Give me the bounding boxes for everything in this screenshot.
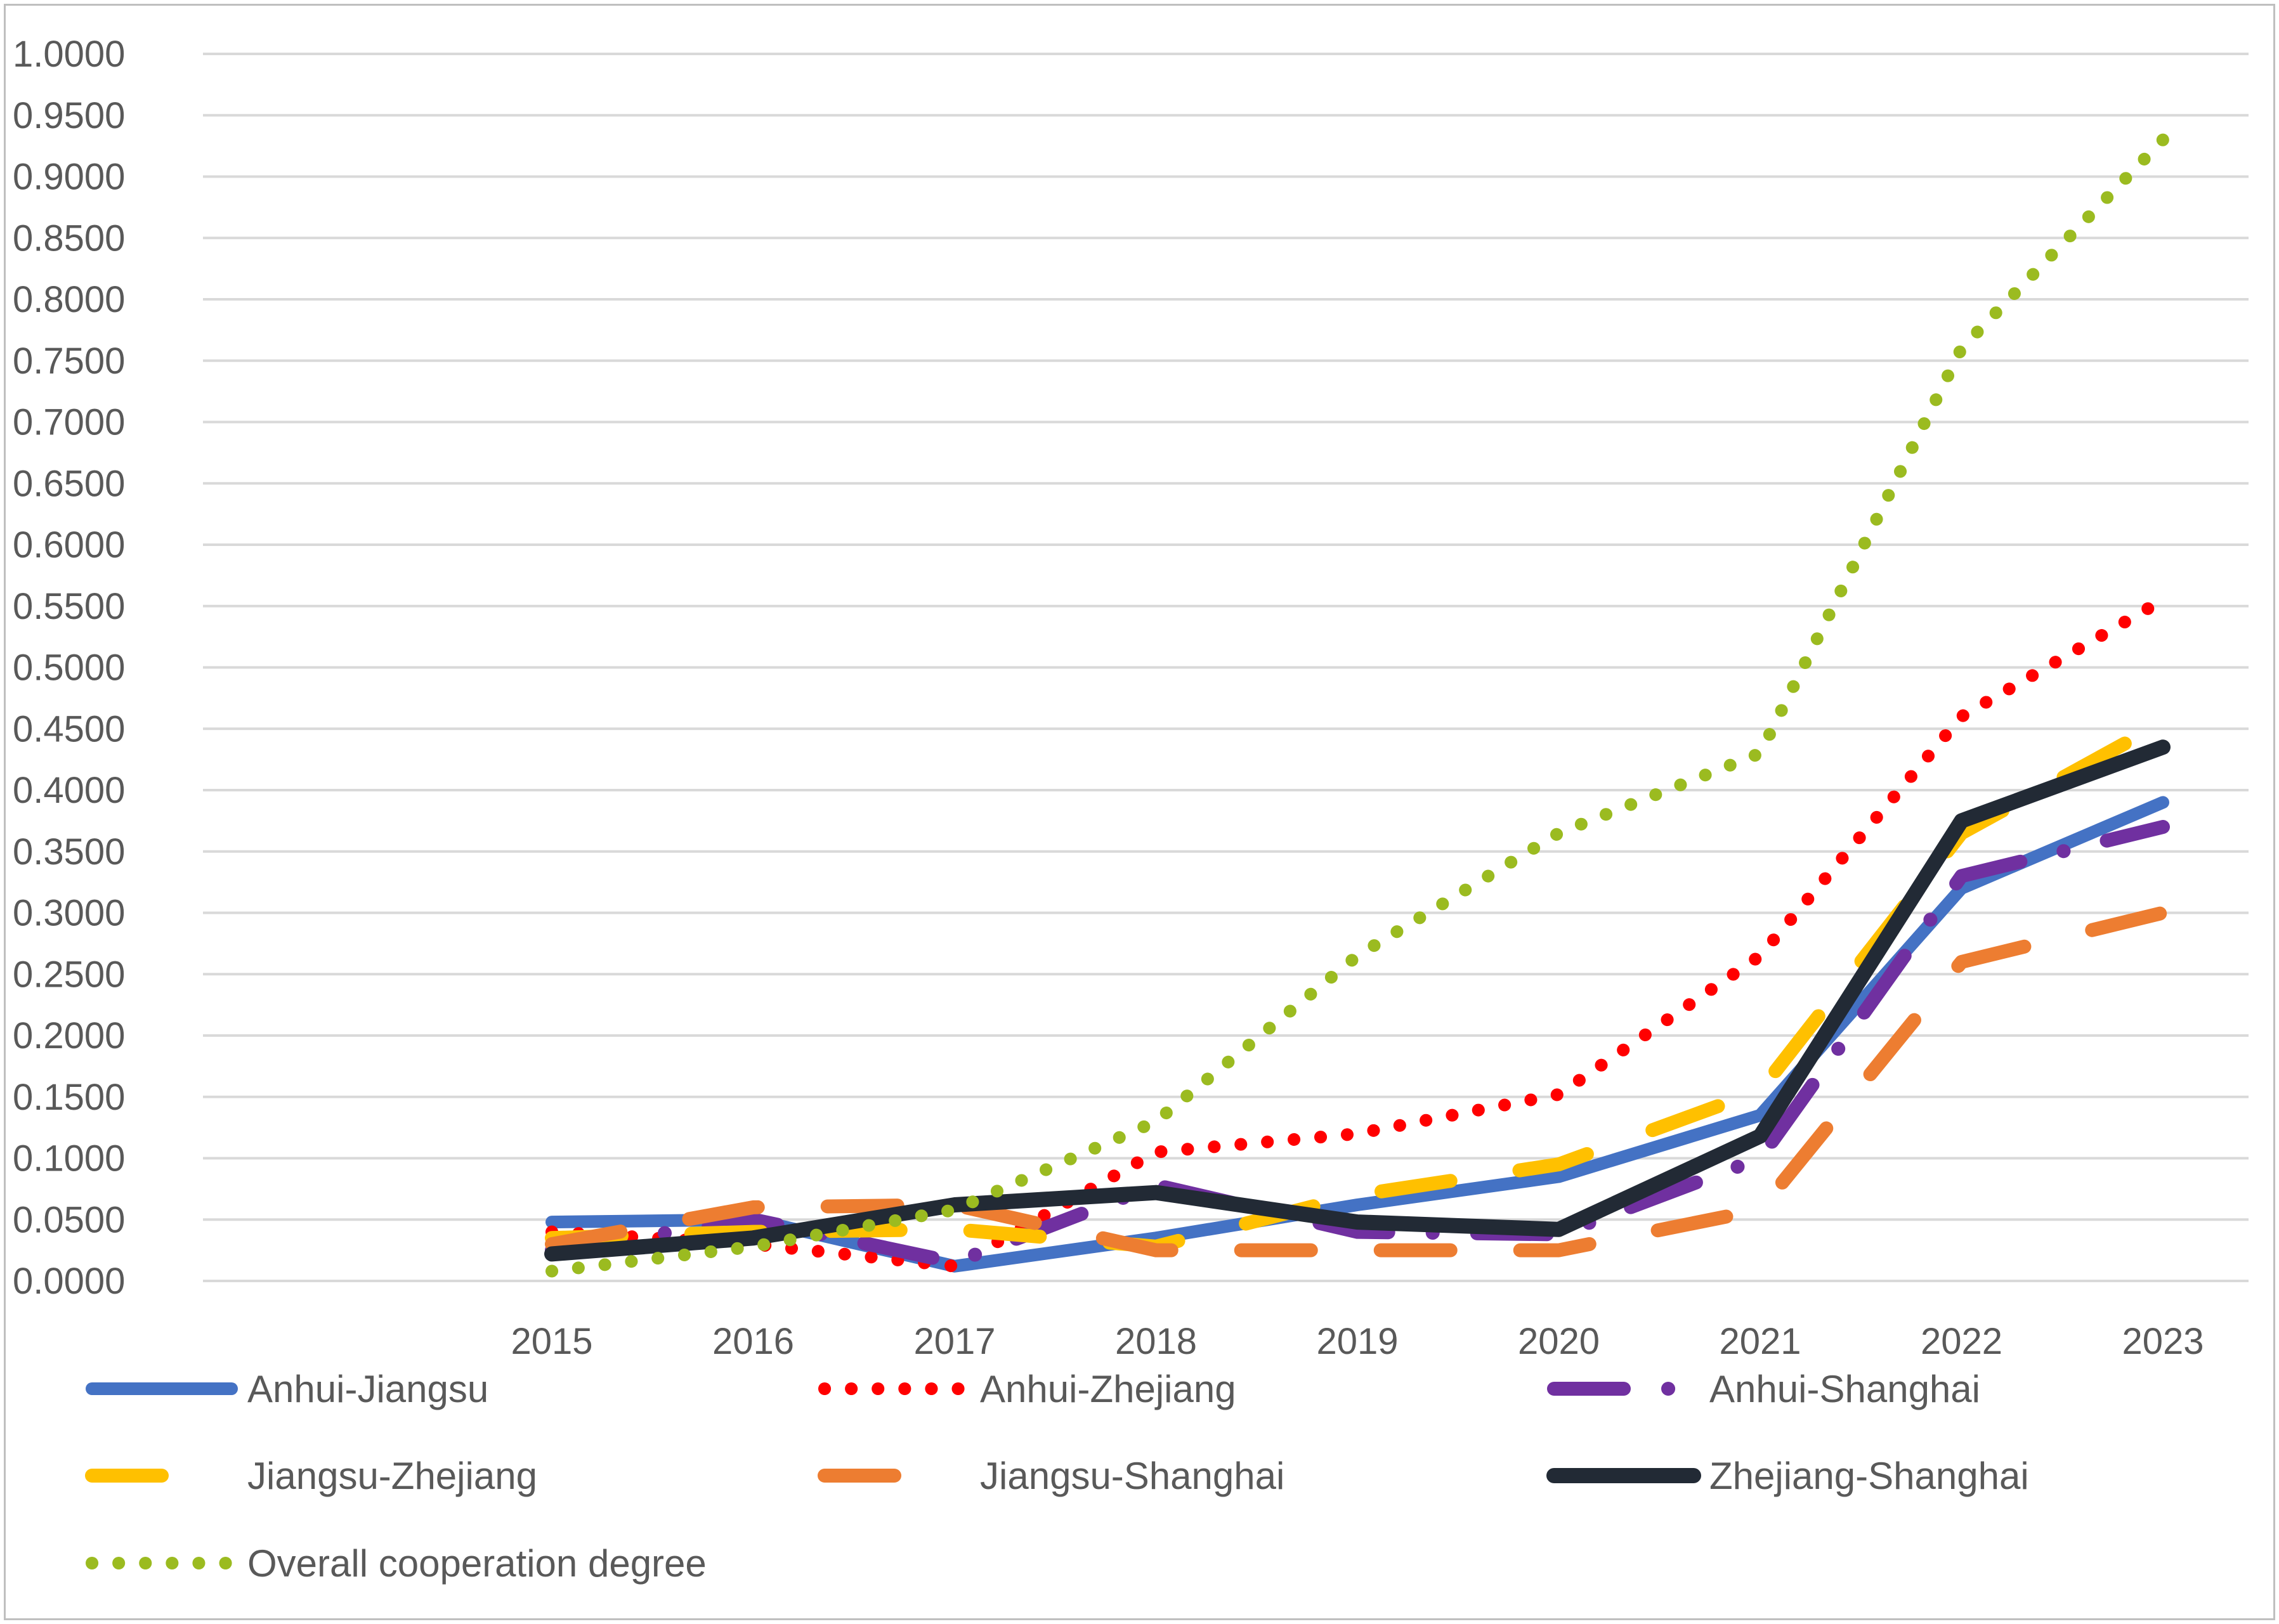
y-tick-label: 0.4000: [13, 770, 125, 811]
legend-item: Anhui-Zhejiang: [818, 1368, 1236, 1410]
legend-label: Anhui-Jiangsu: [247, 1368, 488, 1410]
series-line-jiangsu-zhejiang: [545, 715, 2170, 1254]
data-point: [753, 1246, 754, 1247]
legend-label: Jiangsu-Zhejiang: [247, 1455, 537, 1497]
x-tick-label: 2023: [2122, 1321, 2204, 1362]
legend-label: Anhui-Zhejiang: [980, 1368, 1236, 1410]
legend-item: Jiangsu-Shanghai: [818, 1455, 1284, 1497]
x-tick-label: 2016: [712, 1321, 794, 1362]
y-tick-label: 0.0500: [13, 1199, 125, 1240]
legend-item: Overall cooperation degree: [86, 1542, 707, 1585]
legend-item: Zhejiang-Shanghai: [1546, 1455, 2029, 1497]
y-tick-label: 0.9500: [13, 95, 125, 136]
y-tick-label: 0.5000: [13, 647, 125, 689]
legend-label: Anhui-Shanghai: [1709, 1368, 1980, 1410]
legend-item: Jiangsu-Zhejiang: [85, 1455, 537, 1497]
legend-label: Overall cooperation degree: [247, 1542, 707, 1585]
y-tick-label: 0.8500: [13, 218, 125, 259]
x-tick-label: 2017: [913, 1321, 995, 1362]
x-tick-label: 2022: [1921, 1321, 2002, 1362]
y-tick-label: 0.9000: [13, 157, 125, 198]
y-tick-label: 0.7000: [13, 402, 125, 443]
data-point: [2162, 599, 2164, 601]
legend-label: Jiangsu-Shanghai: [980, 1455, 1284, 1497]
y-tick-label: 0.4500: [13, 708, 125, 750]
y-tick-label: 0.1000: [13, 1138, 125, 1179]
data-point: [1357, 1133, 1358, 1134]
legend-item: Anhui-Shanghai: [1547, 1368, 1980, 1410]
x-axis-tick-labels: 2015 2016 2017 2018 2019 2020 2021 2022 2023: [511, 1321, 2204, 1362]
x-tick-label: 2021: [1719, 1321, 1801, 1362]
y-tick-label: 0.3500: [13, 831, 125, 873]
data-point: [1760, 1209, 1761, 1211]
data-point: [2162, 722, 2164, 724]
legend-label: Zhejiang-Shanghai: [1709, 1455, 2029, 1497]
data-point: [1156, 1121, 1157, 1122]
x-tick-label: 2015: [511, 1321, 592, 1362]
y-tick-label: 0.2000: [13, 1015, 125, 1056]
gridlines: [203, 53, 2249, 1282]
data-point: [1760, 1090, 1761, 1091]
x-tick-label: 2020: [1518, 1321, 1600, 1362]
x-tick-label: 2019: [1316, 1321, 1398, 1362]
series-line-anhui-zhejiang: [545, 594, 2169, 1273]
data-point: [954, 1229, 955, 1230]
data-point: [1357, 1195, 1358, 1196]
y-tick-label: 0.8000: [13, 279, 125, 320]
chart-border: [4, 4, 2275, 1620]
y-tick-label: 0.6000: [13, 524, 125, 566]
series-line-jiangsu-shanghai: [545, 906, 2170, 1257]
y-tick-label: 0.7500: [13, 341, 125, 382]
y-tick-label: 1.0000: [13, 34, 125, 75]
legend-item: Anhui-Jiangsu: [86, 1368, 488, 1410]
series-line-overall-cooperation-degree: [545, 133, 2169, 1278]
y-tick-label: 0.1500: [13, 1077, 125, 1118]
y-tick-label: 0.2500: [13, 954, 125, 995]
y-tick-label: 0.0000: [13, 1261, 125, 1302]
data-point: [1357, 955, 1358, 956]
data-point: [1357, 1250, 1358, 1251]
y-tick-label: 0.3000: [13, 893, 125, 934]
series-lines: [544, 133, 2171, 1278]
legend: Anhui-Jiangsu Anhui-Zhejiang Anhui-Shangha…: [85, 1368, 2029, 1585]
y-tick-label: 0.5500: [13, 586, 125, 627]
series-line-zhejiang-shanghai: [544, 739, 2171, 1262]
y-tick-label: 0.6500: [13, 463, 125, 504]
y-axis-tick-labels: 0.0000 0.0500 0.1000 0.1500 0.2000 0.2500 0.30…: [13, 34, 125, 1302]
x-tick-label: 2018: [1115, 1321, 1197, 1362]
